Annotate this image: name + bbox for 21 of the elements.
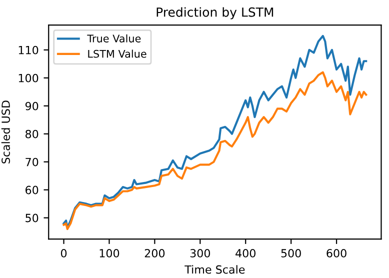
legend-label: LSTM Value bbox=[88, 50, 146, 58]
chart-title: Prediction by LSTM bbox=[156, 7, 274, 20]
line-series bbox=[62, 34, 368, 229]
y-tick-label: 100 bbox=[18, 74, 38, 82]
y-tick-label: 90 bbox=[25, 102, 38, 110]
x-tick-label: 0 bbox=[60, 249, 67, 258]
line-series bbox=[62, 71, 368, 230]
y-tick-label: 110 bbox=[18, 46, 38, 54]
y-tick-label: 80 bbox=[26, 130, 38, 138]
x-tick-label: 200 bbox=[144, 249, 165, 258]
x-tick-label: 600 bbox=[326, 249, 346, 258]
x-tick-label: 300 bbox=[190, 249, 210, 258]
x-axis-title: Time Scale bbox=[184, 265, 245, 274]
y-tick-label: 60 bbox=[26, 186, 38, 194]
y-tick-label: 50 bbox=[26, 214, 38, 222]
x-tick-label: 400 bbox=[236, 249, 256, 258]
y-tick-label: 70 bbox=[26, 158, 38, 166]
x-tick-label: 500 bbox=[281, 249, 301, 258]
x-tick-label: 100 bbox=[100, 249, 120, 258]
y-axis-title: Scaled USD bbox=[1, 100, 10, 164]
legend-label: True Value bbox=[87, 34, 141, 42]
